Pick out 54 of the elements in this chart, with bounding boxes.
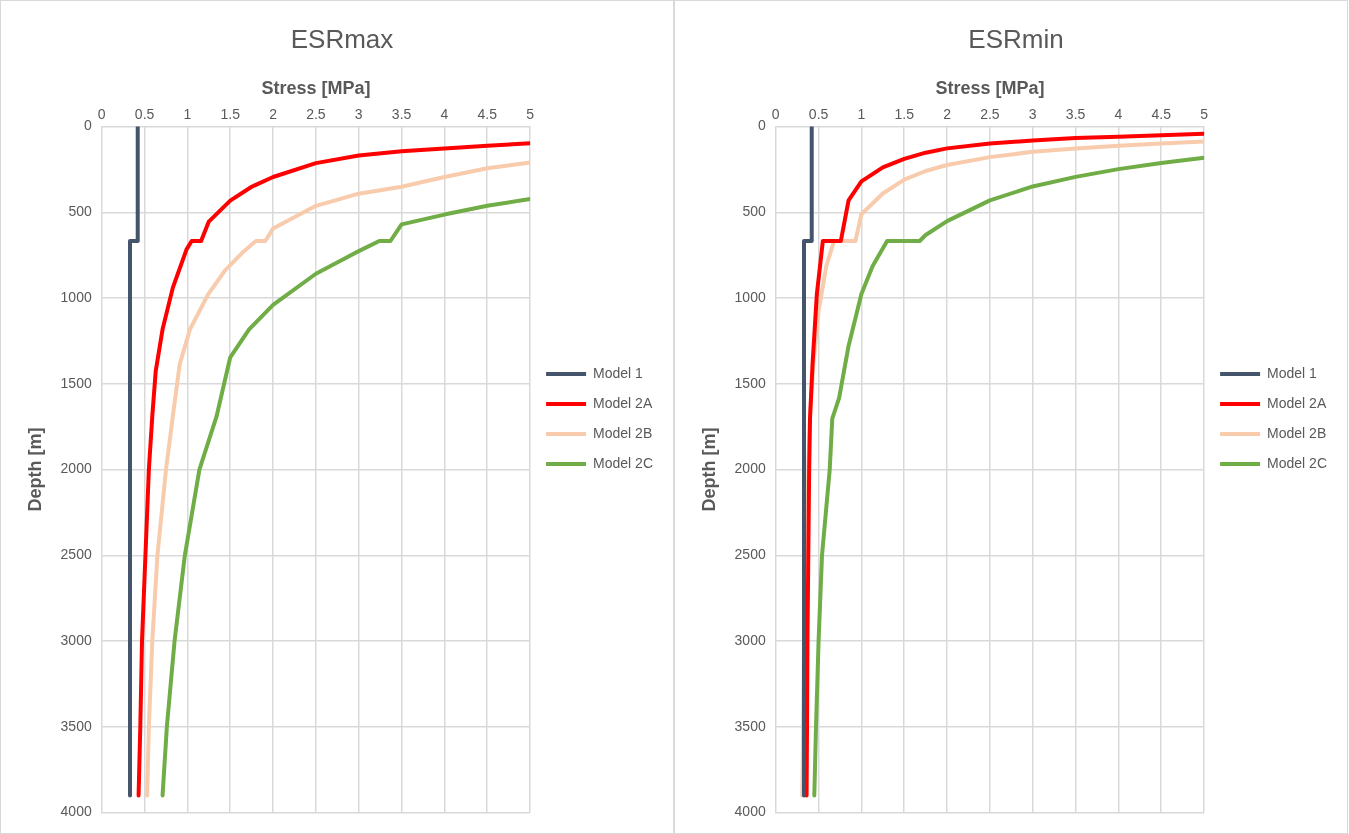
x-tick-label: 1 [183, 106, 192, 123]
legend-label: Model 2A [593, 394, 653, 411]
y-tick-label: 2000 [734, 460, 766, 477]
y-axis-title: Depth [m] [24, 427, 45, 512]
x-tick-label: 1.5 [894, 106, 915, 123]
y-tick-label: 4000 [734, 803, 766, 820]
x-tick-label: 0.5 [134, 106, 155, 123]
x-tick-label: 5 [1200, 106, 1209, 123]
x-tick-label: 0 [97, 106, 106, 123]
x-tick-label: 2.5 [306, 106, 326, 123]
legend-label: Model 2A [1267, 394, 1327, 411]
y-tick-label: 2000 [60, 460, 92, 477]
y-tick-label: 1500 [60, 374, 92, 391]
y-tick-label: 1500 [734, 374, 766, 391]
y-tick-label: 2500 [60, 546, 92, 563]
legend-label: Model 2B [593, 424, 653, 441]
x-tick-label: 0.5 [808, 106, 829, 123]
x-tick-label: 2 [269, 106, 278, 123]
y-tick-label: 2500 [734, 546, 766, 563]
x-tick-label: 4 [1114, 106, 1123, 123]
x-tick-label: 3.5 [391, 106, 412, 123]
x-tick-label: 1.5 [220, 106, 241, 123]
chart-title: ESRmax [290, 23, 394, 54]
x-tick-label: 5 [526, 106, 535, 123]
y-tick-label: 3000 [60, 631, 92, 648]
y-tick-label: 3000 [734, 631, 766, 648]
x-tick-label: 1 [857, 106, 866, 123]
y-tick-label: 3500 [60, 717, 92, 734]
y-tick-label: 0 [83, 117, 92, 134]
x-tick-label: 3 [1028, 106, 1037, 123]
x-tick-label: 4 [440, 106, 449, 123]
legend-label: Model 2B [1267, 424, 1327, 441]
y-tick-label: 1000 [60, 288, 92, 305]
y-tick-label: 0 [757, 117, 766, 134]
x-axis-title: Stress [MPa] [261, 77, 371, 98]
legend-label: Model 2C [1267, 454, 1327, 471]
y-tick-label: 500 [742, 203, 766, 220]
legend-label: Model 1 [593, 364, 644, 381]
y-tick-label: 4000 [60, 803, 92, 820]
chart-title: ESRmin [968, 23, 1064, 54]
y-tick-label: 500 [68, 203, 92, 220]
x-tick-label: 3.5 [1065, 106, 1086, 123]
x-tick-label: 4.5 [477, 106, 498, 123]
y-tick-label: 3500 [734, 717, 766, 734]
x-tick-label: 3 [354, 106, 363, 123]
y-axis-title: Depth [m] [698, 427, 719, 512]
x-axis-title: Stress [MPa] [935, 77, 1045, 98]
x-tick-label: 2 [943, 106, 952, 123]
x-tick-label: 0 [771, 106, 780, 123]
x-tick-label: 2.5 [980, 106, 1000, 123]
x-tick-label: 4.5 [1151, 106, 1172, 123]
legend-label: Model 2C [593, 454, 653, 471]
legend-label: Model 1 [1267, 364, 1318, 381]
y-tick-label: 1000 [734, 288, 766, 305]
